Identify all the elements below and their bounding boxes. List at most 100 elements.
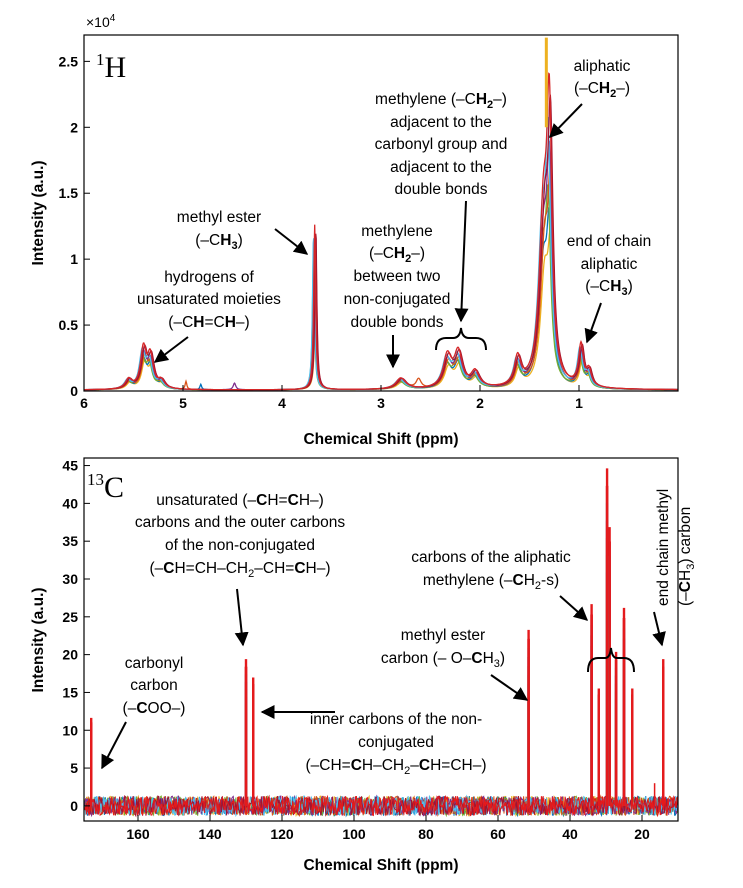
c-x-tick-label: 100 (342, 826, 366, 842)
annotation-line: methylene (361, 223, 433, 240)
c-x-tick-label: 20 (634, 826, 650, 842)
c-annotation-inner-carbons: inner carbons of the non- conjugated (–C… (260, 705, 487, 777)
c-panel: 160 140 120 100 80 60 40 20 0 5 10 15 20 25 30 35 40 45 1… (30, 457, 697, 874)
brace (435, 327, 487, 351)
h-annotation-bis-allylic: methylene (–CH2–) between two non-conjug… (344, 223, 451, 369)
h-annotation-methyl-ester: methyl ester (–CH3) (177, 209, 309, 255)
h-annotation-unsaturated: hydrogens of unsaturated moieties (–CH=C… (137, 269, 281, 363)
c-x-tick-label: 160 (126, 826, 150, 842)
annotation-formula: (–CH3) (195, 232, 242, 252)
c-x-axis-label: Chemical Shift (ppm) (303, 857, 458, 874)
h-y-tick-label: 2.5 (59, 53, 79, 69)
annotation-line: between two (353, 268, 440, 285)
annotation-line: carbonyl (125, 655, 184, 672)
c-x-tick-label: 120 (270, 826, 294, 842)
annotation-line: adjacent to the (390, 114, 492, 131)
c-annotation-end-chain: end chain methyl (–CH3) carbon (652, 489, 697, 647)
c-y-axis-label: Intensity (a.u.) (30, 587, 47, 692)
arrow (652, 611, 666, 647)
arrow (101, 721, 127, 770)
c-y-tick-label: 30 (62, 571, 78, 587)
annotation-line: carbon (130, 677, 177, 694)
annotation-formula: (–CH2–) (369, 245, 425, 265)
h-nucleus-label: 1H (96, 50, 126, 84)
c-y-tick-label: 35 (62, 533, 78, 549)
c-y-tick-label: 15 (62, 684, 78, 700)
annotation-formula: (–CH=CH–) (168, 314, 249, 331)
h-x-tick-label: 5 (179, 395, 187, 411)
annotation-formula: methylene (–CH2–) (375, 91, 507, 111)
arrow (559, 595, 589, 621)
c-annotation-carbonyl: carbonyl carbon (–COO–) (101, 655, 186, 770)
arrow (549, 103, 583, 139)
c-axes-box (83, 457, 679, 822)
annotation-line: non-conjugated (344, 291, 451, 308)
h-plot-area (84, 35, 678, 391)
annotation-formula: carbon (– O–CH3) (381, 650, 505, 670)
h-y-tick-label: 2 (70, 119, 78, 135)
c-y-tick-label: 25 (62, 609, 78, 625)
c-noise-line (84, 794, 678, 818)
annotation-line: aliphatic (574, 58, 631, 75)
annotation-formula: (–CH=CH–CH2–CH=CH–) (149, 560, 330, 580)
annotation-formula: (–CH3) (585, 278, 632, 298)
c-y-tick-label: 5 (70, 760, 78, 776)
h-annotation-aliphatic: aliphatic (–CH2–) (549, 58, 631, 139)
annotation-line: methyl ester (177, 209, 261, 226)
h-x-tick-label: 6 (80, 395, 88, 411)
c-x-tick-label: 40 (562, 826, 578, 842)
annotation-line: carbons of the aliphatic (411, 549, 571, 566)
annotation-formula: (–CH3) carbon (677, 507, 697, 606)
arrow (454, 200, 469, 323)
h-y-multiplier: ×104 (86, 13, 116, 30)
h-y-tick-label: 1.5 (59, 185, 79, 201)
annotation-line: conjugated (358, 734, 434, 751)
annotation-line: double bonds (350, 314, 443, 331)
annotation-line: carbons and the outer carbons (135, 514, 345, 531)
c-annotation-aliphatic: carbons of the aliphatic methylene (–CH2… (411, 549, 635, 673)
annotation-line: methyl ester (401, 627, 485, 644)
annotation-line: inner carbons of the non- (310, 711, 482, 728)
c-y-tick-label: 20 (62, 647, 78, 663)
c-annotation-unsaturated: unsaturated (–CH=CH–) carbons and the ou… (135, 492, 345, 647)
c-x-tick-label: 140 (198, 826, 222, 842)
arrow (234, 588, 249, 647)
annotation-formula: (–CH=CH–CH2–CH=CH–) (305, 757, 486, 777)
h-y-tick-label: 0.5 (59, 317, 79, 333)
h-x-tick-label: 2 (476, 395, 484, 411)
c-y-tick-label: 10 (62, 722, 78, 738)
h-annotation-end-chain: end of chain aliphatic (–CH3) (567, 233, 651, 344)
annotation-formula: methylene (–CH2-s) (423, 572, 559, 592)
c-plot-area (84, 458, 678, 821)
c-spectra (84, 468, 678, 818)
h-x-tick-label: 4 (278, 395, 286, 411)
annotation-line: hydrogens of (164, 269, 254, 286)
annotation-line: unsaturated moieties (137, 291, 281, 308)
annotation-formula: unsaturated (–CH=CH–) (156, 492, 324, 509)
arrow (274, 228, 309, 255)
arrow (153, 336, 189, 363)
brace (587, 647, 635, 673)
c-x-tick-label: 60 (490, 826, 506, 842)
c-y-tick-label: 45 (62, 458, 78, 474)
c-y-tick-label: 40 (62, 495, 78, 511)
annotation-line: double bonds (394, 181, 487, 198)
annotation-line: end of chain (567, 233, 651, 250)
annotation-line: adjacent to the (390, 159, 492, 176)
h-x-axis-label: Chemical Shift (ppm) (303, 431, 458, 448)
annotation-line: aliphatic (581, 256, 638, 273)
annotation-formula: (–CH2–) (574, 80, 630, 100)
h-y-tick-label: 1 (70, 251, 78, 267)
arrow (490, 674, 529, 701)
arrow (584, 302, 602, 344)
annotation-line: carbonyl group and (375, 136, 508, 153)
h-y-axis-label: Intensity (a.u.) (30, 160, 47, 265)
h-annotation-allylic: methylene (–CH2–) adjacent to the carbon… (375, 91, 508, 351)
c-nucleus-label: 13C (87, 470, 124, 504)
c-annotation-methyl-ester: methyl ester carbon (– O–CH3) (381, 627, 529, 701)
h-x-tick-label: 1 (575, 395, 583, 411)
h-panel: 6 5 4 3 2 1 0 0.5 1 1.5 2 2.5 ×104 1H Chemical Shif… (30, 13, 679, 448)
annotation-formula: (–COO–) (123, 700, 186, 717)
h-y-tick-label: 0 (70, 383, 78, 399)
